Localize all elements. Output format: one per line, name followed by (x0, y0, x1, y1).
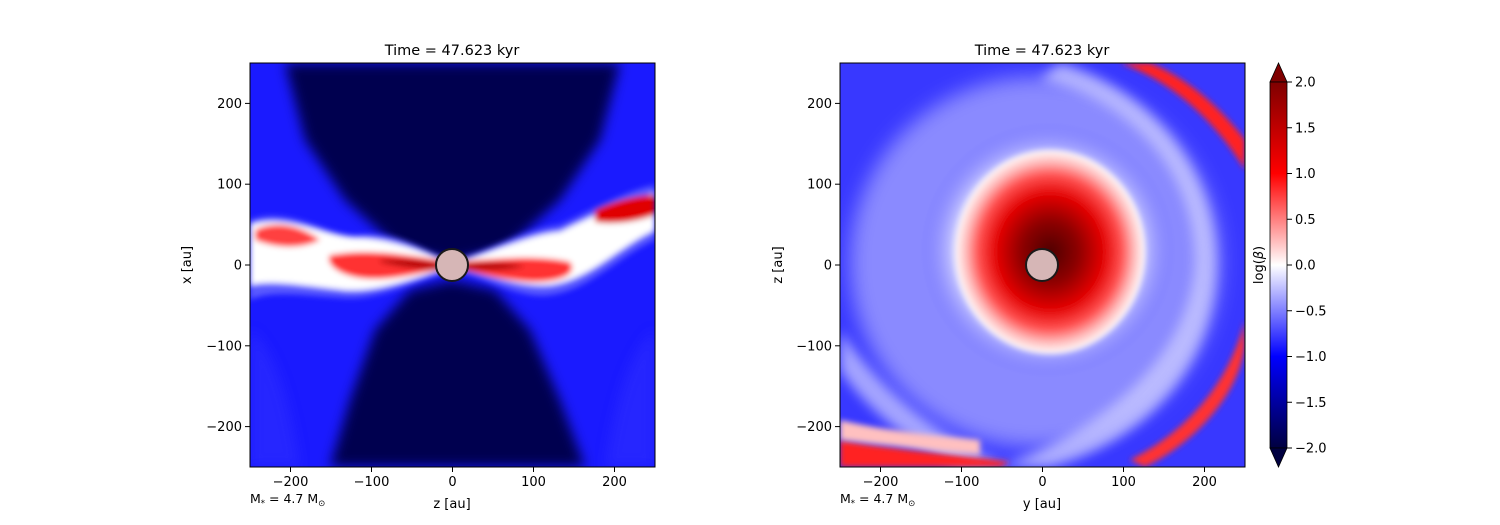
colorbar-tick-label: −0.5 (1295, 304, 1327, 319)
panel-right-x-tick-label: 0 (1038, 475, 1046, 490)
panel-right-y-tick-label: −100 (796, 339, 832, 354)
panel-right-x-tick-label: −200 (863, 475, 899, 490)
panel-left-sink-marker (435, 248, 469, 282)
panel-left-x-tick-label: 0 (448, 475, 456, 490)
panel-left-y-tick-label: 200 (217, 97, 242, 112)
panel-left-y-tick-label: 100 (217, 178, 242, 193)
colorbar-ticks: 2.0 1.5 1.0 0.5 0.0 −0.5 −1.0 −1.5 −2.0 (1287, 76, 1327, 457)
colorbar-tick-label: 2.0 (1295, 76, 1316, 91)
panel-right-x-label: y [au] (1023, 497, 1061, 512)
panel-right-title: Time = 47.623 kyr (974, 43, 1110, 59)
colorbar-tick-label: −1.5 (1295, 396, 1327, 411)
panel-left-y-tick-label: 0 (234, 259, 242, 274)
panel-left-x-tick-label: −100 (354, 475, 390, 490)
panel-right-sink-marker (1025, 248, 1059, 282)
colorbar-tick-label: 1.0 (1295, 167, 1316, 182)
colorbar-tick-label: 0.5 (1295, 213, 1316, 228)
panel-right-x-tick-label: −100 (944, 475, 980, 490)
panel-left-x-ticks: −200 −100 0 100 200 (273, 467, 627, 490)
panel-left: Time = 47.623 kyr −200 −100 0 100 200 −200 −1… (180, 43, 656, 512)
colorbar-tick-label: −1.0 (1295, 350, 1327, 365)
colorbar-extend-bottom (1269, 447, 1288, 468)
colorbar-tick-label: −2.0 (1295, 442, 1327, 457)
panel-right-mass-annotation: M* = 4.7 M⊙ (840, 491, 915, 509)
panel-right-x-ticks: −200 −100 0 100 200 (863, 467, 1217, 490)
panel-left-y-tick-label: −100 (206, 339, 242, 354)
panel-left-heatmap (250, 63, 655, 467)
panel-right-y-tick-label: −200 (796, 420, 832, 435)
panel-left-y-label: x [au] (180, 246, 195, 284)
panel-right-x-tick-label: 200 (1192, 475, 1217, 490)
panel-left-y-tick-label: −200 (206, 420, 242, 435)
panel-left-mass-annotation: M* = 4.7 M⊙ (250, 491, 325, 509)
panel-left-title: Time = 47.623 kyr (384, 43, 520, 59)
panel-left-x-label: z [au] (433, 497, 470, 512)
panel-right-y-ticks: −200 −100 0 100 200 (796, 97, 840, 435)
panel-left-x-tick-label: −200 (273, 475, 309, 490)
panel-right-y-tick-label: 200 (807, 97, 832, 112)
colorbar-tick-label: 0.0 (1295, 259, 1316, 274)
colorbar-gradient (1269, 81, 1288, 449)
panel-right-x-tick-label: 100 (1111, 475, 1136, 490)
colorbar-label: log(β) (1252, 246, 1267, 284)
panel-right-y-tick-label: 0 (824, 259, 832, 274)
panel-right-y-tick-label: 100 (807, 178, 832, 193)
colorbar-extend-top (1269, 62, 1288, 83)
colorbar: 2.0 1.5 1.0 0.5 0.0 −0.5 −1.0 −1.5 −2.0 log(β) (1252, 62, 1327, 468)
colorbar-tick-label: 1.5 (1295, 121, 1316, 136)
panel-right-y-label: z [au] (771, 246, 786, 283)
panel-left-y-ticks: −200 −100 0 100 200 (206, 97, 250, 435)
panel-left-x-tick-label: 200 (602, 475, 627, 490)
panel-left-x-tick-label: 100 (521, 475, 546, 490)
panel-right: Time = 47.623 kyr −200 −100 0 100 200 −200 −1… (771, 43, 1246, 512)
